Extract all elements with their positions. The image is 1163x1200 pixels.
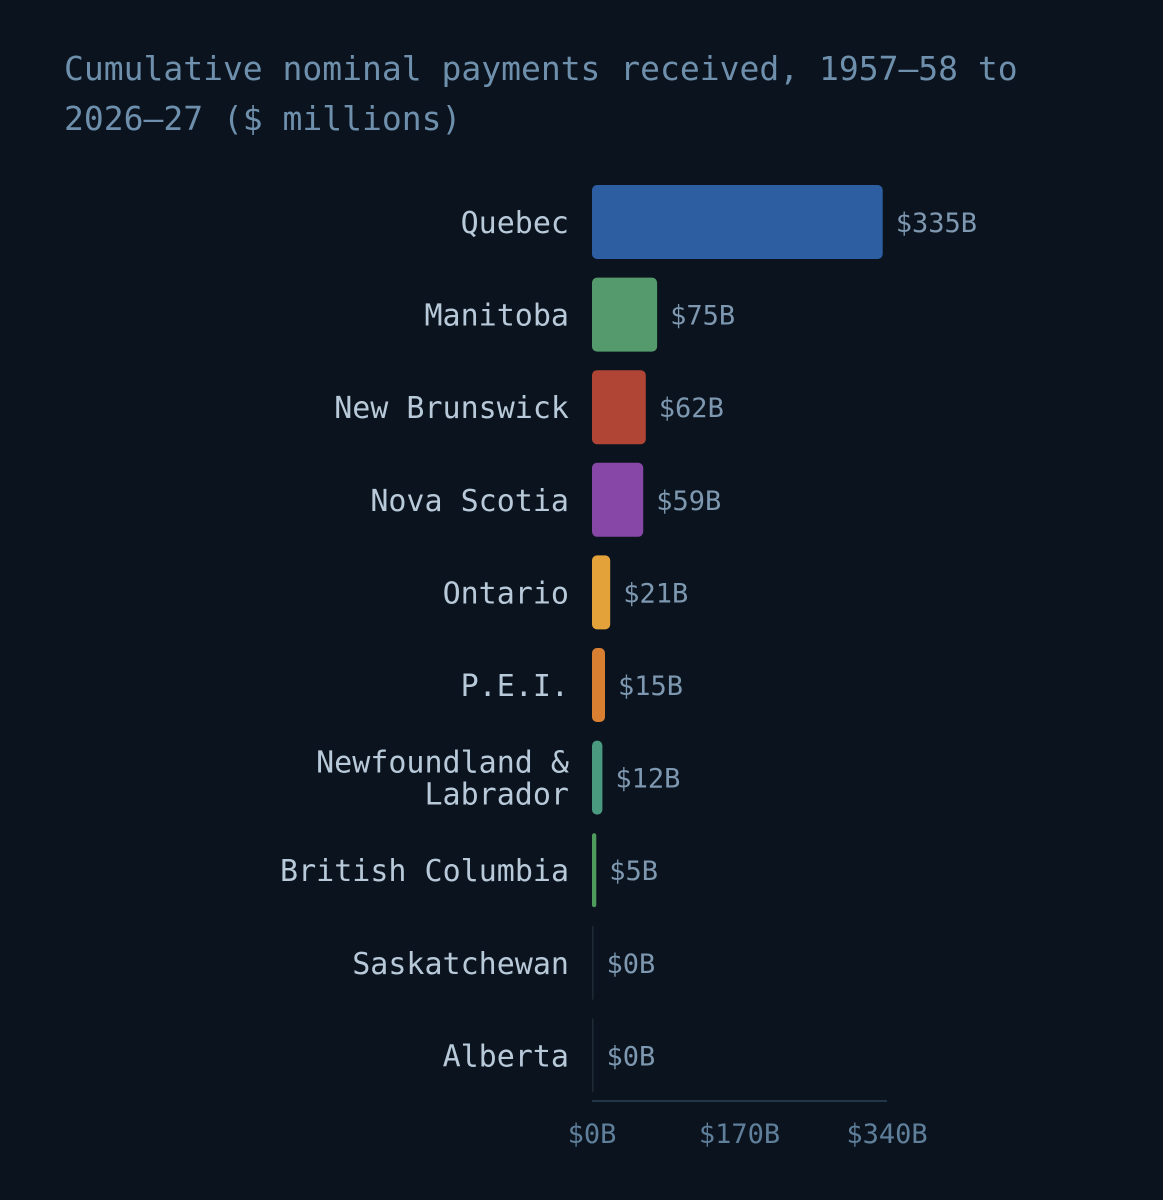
bar-new-brunswick	[592, 370, 646, 445]
bar-british-columbia	[592, 833, 597, 908]
x-tick-label-0: $0B	[568, 1119, 617, 1150]
value-label-ontario: $21B	[623, 578, 688, 609]
value-label-newfoundland-labrador: $12B	[615, 764, 680, 795]
bar-ontario	[592, 555, 611, 630]
chart-title: Cumulative nominal payments received, 19…	[64, 49, 1018, 138]
value-label-nova-scotia: $59B	[656, 486, 721, 517]
value-label-p-e-i: $15B	[618, 671, 683, 702]
category-label-newfoundland-labrador: Newfoundland & Labrador	[316, 746, 569, 813]
bar-manitoba	[592, 277, 658, 352]
category-label-saskatchewan: Saskatchewan	[352, 947, 569, 982]
value-label-alberta: $0B	[607, 1041, 656, 1072]
category-label-nova-scotia: Nova Scotia	[370, 484, 569, 519]
category-label-new-brunswick: New Brunswick	[334, 391, 569, 426]
x-tick-label-1: $170B	[699, 1119, 780, 1150]
bar-quebec	[592, 185, 883, 259]
bars-group	[592, 185, 883, 1093]
bar-newfoundland-labrador	[592, 740, 603, 815]
value-label-saskatchewan: $0B	[607, 949, 656, 980]
category-label-p-e-i: P.E.I.	[461, 669, 569, 704]
category-labels-group: Quebec Manitoba New Brunswick Nova Scotia On…	[280, 206, 569, 1074]
x-axis-ticks-group: $0B $170B $340B	[568, 1119, 928, 1150]
category-label-manitoba: Manitoba	[425, 299, 570, 334]
category-label-alberta: Alberta	[443, 1039, 569, 1074]
value-labels-group: $335B $75B $62B $59B $21B $15B $12B $5B $0B $0B	[607, 208, 977, 1072]
category-label-quebec: Quebec	[461, 206, 569, 241]
category-label-ontario: Ontario	[443, 576, 569, 611]
value-label-quebec: $335B	[896, 208, 977, 239]
bar-saskatchewan	[592, 925, 594, 1000]
bar-p-e-i	[592, 648, 605, 722]
value-label-british-columbia: $5B	[609, 856, 658, 887]
value-label-manitoba: $75B	[670, 301, 735, 332]
bar-nova-scotia	[592, 462, 644, 537]
bar-alberta	[592, 1018, 594, 1093]
category-label-british-columbia: British Columbia	[280, 854, 569, 889]
x-tick-label-2: $340B	[846, 1119, 927, 1150]
value-label-new-brunswick: $62B	[659, 393, 724, 424]
